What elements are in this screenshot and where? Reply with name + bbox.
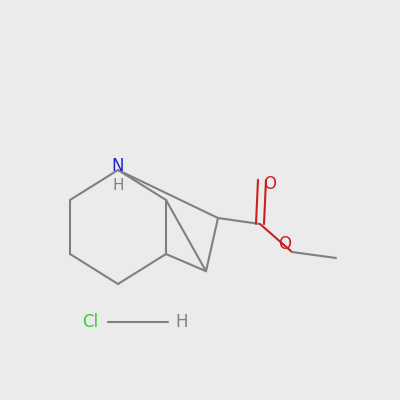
Text: O: O [278,235,291,253]
Text: H: H [112,178,124,193]
Text: N: N [112,157,124,175]
Text: Cl: Cl [82,313,98,331]
Text: O: O [263,175,276,193]
Text: H: H [175,313,188,331]
